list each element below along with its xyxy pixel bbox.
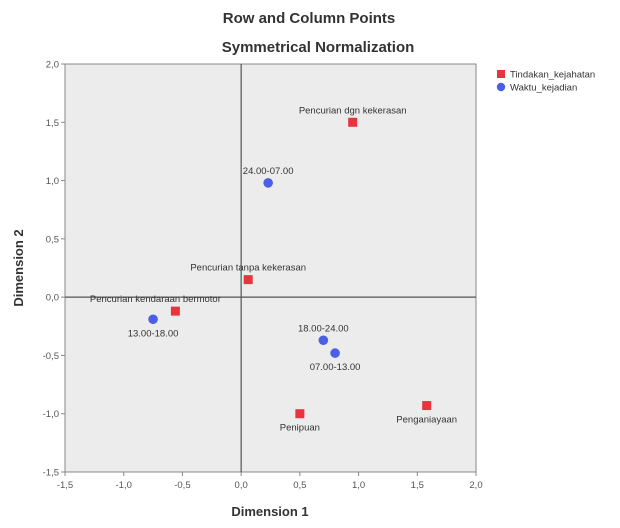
legend-circle-marker — [496, 82, 506, 92]
x-tick-label: -1,5 — [57, 480, 73, 491]
y-tick-label: 0,5 — [46, 234, 59, 245]
point-circle-marker — [263, 178, 273, 188]
point-label: Penganiayaan — [396, 415, 457, 426]
x-tick-label: 0,0 — [235, 480, 248, 491]
point-label: Penipuan — [280, 423, 320, 434]
point-circle-marker — [318, 335, 329, 346]
legend: Tindakan_kejahatan Waktu_kejadian — [496, 70, 595, 94]
y-tick-label: -1,5 — [43, 468, 59, 479]
x-tick-label: 2,0 — [469, 480, 482, 491]
x-axis-title: Dimension 1 — [231, 504, 308, 519]
y-tick-label: -1,0 — [43, 409, 59, 420]
chart-subtitle: Symmetrical Normalization — [222, 39, 415, 56]
point-label: 13.00-18.00 — [128, 328, 179, 339]
point-square-marker — [422, 401, 432, 411]
data-points — [148, 117, 432, 419]
plot-area — [64, 63, 477, 473]
point-square-marker — [295, 409, 305, 419]
y-axis-title: Dimension 2 — [11, 229, 26, 306]
x-tick-label: 1,0 — [352, 480, 365, 491]
y-tick-label: 1,5 — [46, 118, 59, 129]
x-tick-label: 1,5 — [411, 480, 424, 491]
y-tick-label: 1,0 — [46, 176, 59, 187]
legend-label: Tindakan_kejahatan — [510, 70, 595, 81]
y-tick-label: 2,0 — [46, 60, 59, 71]
point-label: Pencurian kendaraan bermotor — [90, 294, 221, 305]
legend-label: Waktu_kejadian — [510, 83, 577, 94]
point-square-marker — [243, 275, 253, 285]
point-label: 18.00-24.00 — [298, 323, 349, 334]
point-label: Pencurian tanpa kekerasan — [190, 263, 306, 274]
x-tick-label: -1,0 — [116, 480, 132, 491]
x-tick-label: 0,5 — [293, 480, 306, 491]
point-circle-marker — [330, 348, 340, 358]
legend-square-marker — [497, 70, 505, 78]
point-label: 07.00-13.00 — [310, 362, 361, 373]
point-label: 24.00-07.00 — [243, 166, 294, 177]
y-tick-label: -0,5 — [43, 351, 59, 362]
y-tick-label: 0,0 — [46, 293, 59, 304]
axis-ticks: -1,5 -1,0 -0,5 0,0 0,5 1,0 1,5 2,0 -1,5 -1,0 -0,5 0… — [43, 60, 483, 492]
point-square-marker — [348, 117, 358, 127]
zero-lines — [65, 64, 476, 472]
point-circle-marker — [148, 314, 158, 325]
point-square-marker — [170, 306, 180, 316]
point-label: Pencurian dgn kekerasan — [299, 105, 407, 116]
chart-title: Row and Column Points — [223, 10, 396, 27]
x-tick-label: -0,5 — [174, 480, 190, 491]
point-labels: Pencurian dgn kekerasan Pencurian tanpa k… — [90, 105, 457, 433]
